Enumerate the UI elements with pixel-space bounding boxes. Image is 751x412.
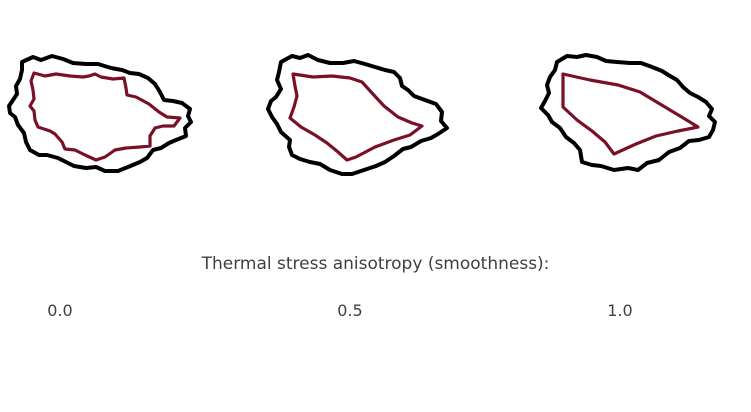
shapes-figure [7,53,717,176]
anisotropy-value-1: 1.0 [607,301,633,320]
anisotropy-value-0-5: 0.5 [337,301,363,320]
caption-label: Thermal stress anisotropy (smoothness): [201,254,550,274]
shape-group-1 [266,53,449,176]
inner-grain-outline-1 [288,72,424,162]
shape-group-0 [7,54,193,173]
outer-grain-outline-1 [266,53,449,176]
outer-grain-outline-0 [7,54,193,173]
inner-grain-outline-0 [28,71,182,162]
anisotropy-value-0: 0.0 [47,301,73,320]
inner-grain-outline-2 [561,72,700,156]
shape-group-2 [539,53,717,172]
outer-grain-outline-2 [539,53,717,172]
